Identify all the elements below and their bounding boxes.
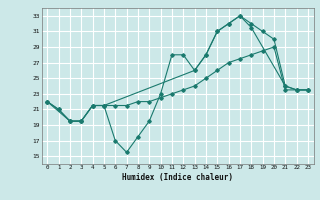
X-axis label: Humidex (Indice chaleur): Humidex (Indice chaleur) bbox=[122, 173, 233, 182]
